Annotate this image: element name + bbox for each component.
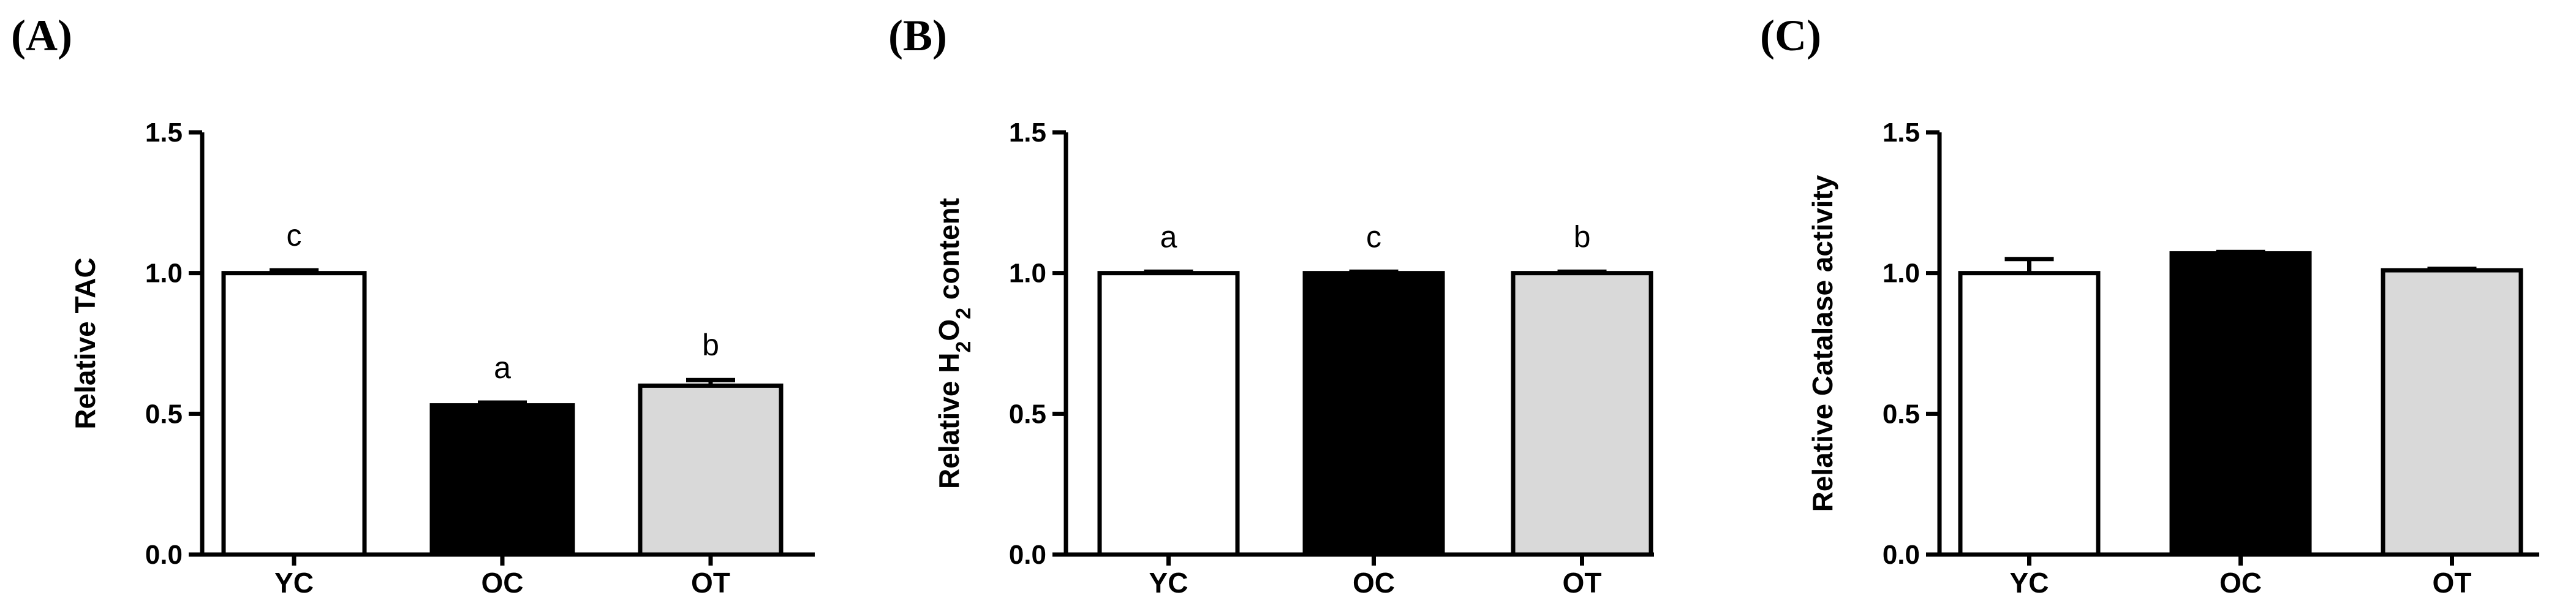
bar-OC (429, 403, 575, 557)
y-axis-label: Relative H2O2 content (933, 198, 975, 489)
y-tick-label: 0.0 (145, 540, 183, 570)
bar-YC (1958, 271, 2101, 557)
significance-label-YC: a (1160, 219, 1177, 254)
x-tick-label-OC: OC (1353, 567, 1395, 599)
x-tick-label-YC: YC (2010, 567, 2049, 599)
x-tick-label-OC: OC (482, 567, 524, 599)
bar-YC (221, 271, 367, 557)
panel-label: (B) (888, 11, 947, 60)
y-tick-label: 1.5 (1009, 118, 1046, 148)
x-tick-label-OT: OT (1563, 567, 1602, 599)
y-tick-label: 0.5 (1009, 399, 1046, 429)
chart-panel-2: (B) a YC c OC b OT 0.0 0.5 1.0 1.5 Relative H2O2 co… (888, 11, 1654, 599)
y-tick-label: 1.0 (1883, 259, 1920, 289)
bar-OT (1511, 271, 1653, 557)
panel-label: (A) (11, 11, 72, 60)
y-axis-label: Relative TAC (69, 257, 101, 429)
bar-OC (2169, 251, 2312, 557)
x-tick-label-YC: YC (1149, 567, 1188, 599)
bar-YC (1097, 271, 1240, 557)
y-tick-label: 1.0 (1009, 259, 1046, 289)
significance-label-OT: b (1574, 219, 1591, 254)
y-axis-label: Relative Catalase activity (1807, 175, 1838, 512)
panel-label: (C) (1760, 11, 1821, 60)
significance-label-OC: c (1366, 219, 1381, 254)
chart-panel-3: (C) YC OC OT 0.0 0.5 1.0 1.5 Relative Catalase a… (1760, 11, 2539, 599)
bar-OT (638, 383, 784, 557)
y-tick-label: 0.0 (1009, 540, 1046, 570)
y-tick-label: 0.5 (1883, 399, 1920, 429)
x-tick-label-OT: OT (2433, 567, 2472, 599)
chart-panel-1: (A) c YC a OC b OT 0.0 0.5 1.0 1.5 Relative TAC (11, 11, 815, 599)
y-tick-label: 0.0 (1883, 540, 1920, 570)
significance-label-OT: b (702, 328, 719, 362)
x-tick-label-OC: OC (2219, 567, 2262, 599)
x-tick-label-YC: YC (274, 567, 314, 599)
bar-OT (2381, 268, 2523, 557)
y-tick-label: 0.5 (145, 399, 183, 429)
significance-label-YC: c (287, 218, 302, 252)
x-tick-label-OT: OT (691, 567, 730, 599)
bar-OC (1302, 271, 1445, 557)
y-tick-label: 1.0 (145, 259, 183, 289)
y-tick-label: 1.5 (1883, 118, 1920, 148)
y-tick-label: 1.5 (145, 118, 183, 148)
significance-label-OC: a (494, 351, 511, 385)
